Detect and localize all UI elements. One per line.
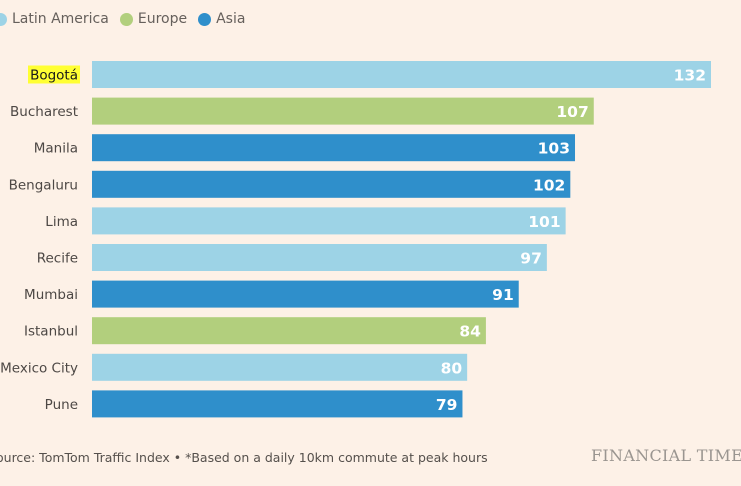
category-label: Recife <box>37 251 78 267</box>
legend-swatch <box>0 12 7 26</box>
category-label: Lima <box>45 214 78 230</box>
category-label: Bucharest <box>10 104 78 120</box>
category-label: Istanbul <box>24 324 78 340</box>
bar <box>92 317 486 345</box>
category-label: Bengaluru <box>9 177 78 193</box>
bar <box>92 280 519 308</box>
value-label: 102 <box>533 176 565 194</box>
legend-label: Europe <box>137 11 188 27</box>
bar-chart: Bogotá 132 Bucharest 107 Manila 103 Bengaluru 1… <box>0 61 711 418</box>
value-label: 101 <box>528 213 560 231</box>
legend-label: Latin America <box>12 11 109 27</box>
category-label: Manila <box>34 141 78 157</box>
value-label: 132 <box>674 67 706 85</box>
label-highlight <box>28 65 80 84</box>
bar <box>92 244 547 271</box>
bar <box>92 97 594 125</box>
legend-item: Asia <box>198 11 245 27</box>
bar <box>92 134 576 162</box>
value-label: 79 <box>436 396 458 414</box>
value-label: 84 <box>459 323 481 341</box>
legend-swatch <box>119 12 133 26</box>
category-label: Mexico City <box>0 360 78 376</box>
chart-legend: Latin America Europe Asia <box>0 9 256 29</box>
legend-item: Europe <box>119 11 188 27</box>
bar <box>92 170 571 198</box>
bar <box>92 353 468 381</box>
value-label: 97 <box>520 250 542 268</box>
legend-label: Asia <box>216 11 246 27</box>
bar <box>92 390 463 418</box>
source-note: ource: TomTom Traffic Index • *Based on … <box>0 450 488 465</box>
brand-logo: FINANCIAL TIME <box>591 446 741 465</box>
value-label: 80 <box>441 359 463 377</box>
value-label: 103 <box>538 140 570 158</box>
bar <box>92 61 711 88</box>
category-label: Mumbai <box>24 287 78 303</box>
value-label: 91 <box>492 286 514 304</box>
bar <box>92 207 566 235</box>
legend-item: Latin America <box>0 11 109 27</box>
value-label: 107 <box>556 103 588 121</box>
legend-swatch <box>198 12 212 26</box>
category-label: Bogotá <box>30 68 78 84</box>
category-label: Pune <box>45 397 78 413</box>
